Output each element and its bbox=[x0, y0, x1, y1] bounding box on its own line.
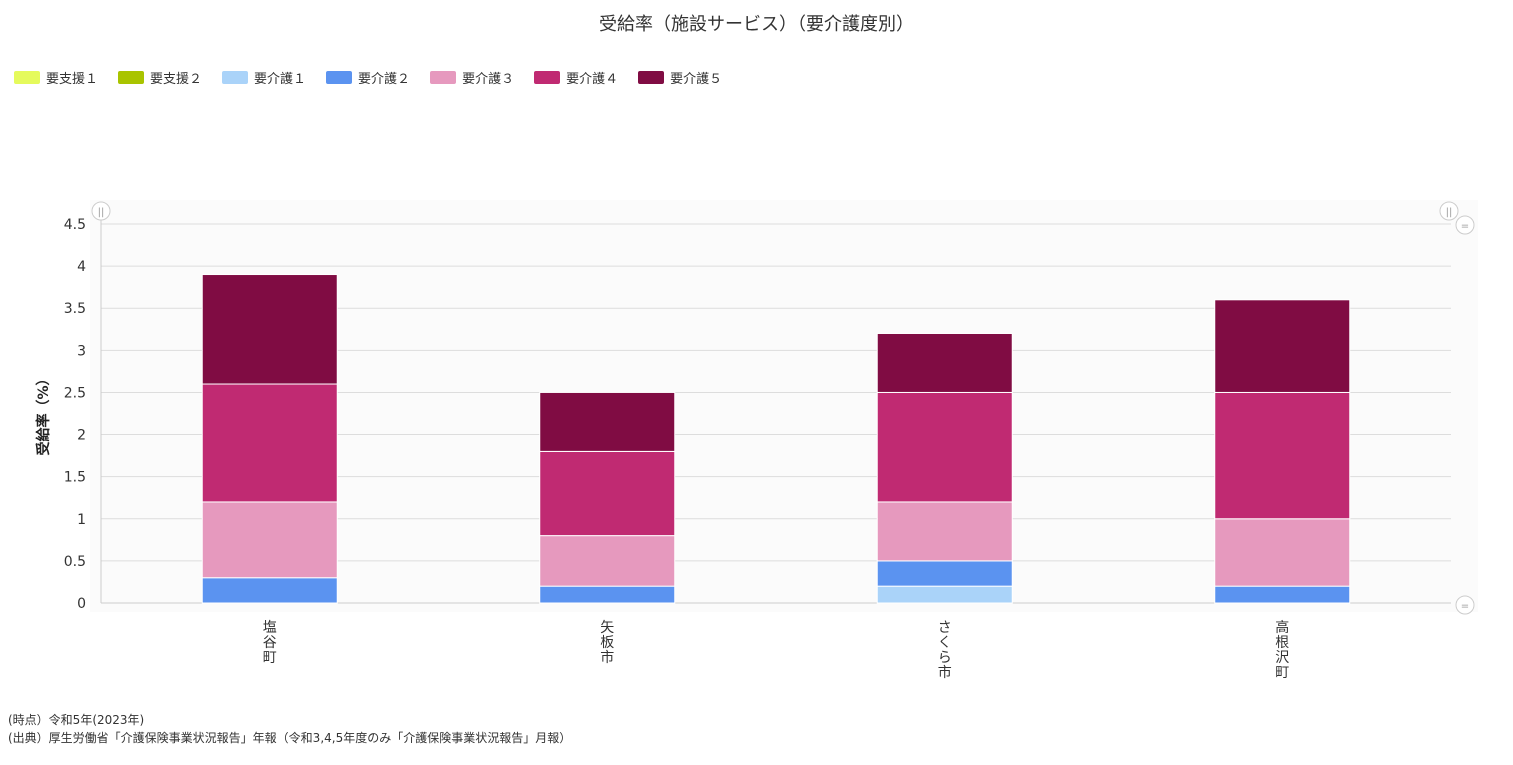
legend-swatch bbox=[14, 71, 40, 84]
bar-segment bbox=[876, 501, 1013, 562]
scrollbar-right-handle[interactable]: || bbox=[1439, 201, 1459, 221]
bar-segment bbox=[876, 332, 1013, 393]
legend-item[interactable]: 要介護４ bbox=[534, 68, 618, 87]
legend-item[interactable]: 要介護５ bbox=[638, 68, 722, 87]
y-tick-label: 4.5 bbox=[64, 217, 86, 233]
legend-swatch bbox=[534, 71, 561, 84]
bar-segment bbox=[1214, 585, 1351, 604]
scrollbar-bottom-handle[interactable]: = bbox=[1455, 595, 1475, 615]
scrollbar-top-handle[interactable]: = bbox=[1455, 215, 1475, 235]
bar-segment bbox=[201, 501, 338, 579]
y-tick-label: 1.5 bbox=[64, 470, 86, 486]
bar-segment bbox=[1214, 391, 1351, 520]
legend-item[interactable]: 要支援１ bbox=[14, 68, 98, 87]
y-axis-label: 受給率（%） bbox=[35, 371, 52, 455]
svg-text:=: = bbox=[1461, 601, 1469, 612]
bar-segment bbox=[539, 450, 676, 537]
bar-segment bbox=[876, 391, 1013, 503]
bar-segment bbox=[201, 274, 338, 385]
x-tick-label: 矢板市 bbox=[600, 620, 614, 666]
footer-date: (時点）令和5年(2023年) bbox=[8, 713, 145, 727]
legend-label: 要介護５ bbox=[670, 72, 723, 87]
legend-swatch bbox=[430, 71, 457, 84]
bar-segment bbox=[876, 560, 1013, 587]
y-tick-label: 2 bbox=[77, 428, 86, 444]
y-tick-label: 3 bbox=[77, 343, 86, 359]
y-tick-label: 0.5 bbox=[64, 554, 86, 570]
bar-segment bbox=[1214, 518, 1351, 587]
legend-swatch bbox=[118, 71, 145, 84]
x-tick-label: 塩谷町 bbox=[263, 620, 277, 666]
svg-text:=: = bbox=[1461, 221, 1469, 232]
legend-item[interactable]: 要介護１ bbox=[222, 68, 306, 87]
legend-label: 要介護３ bbox=[462, 72, 515, 87]
bar-segment bbox=[539, 391, 676, 452]
y-tick-label: 4 bbox=[77, 259, 86, 275]
footer-source: (出典）厚生労働省「介護保険事業状況報告」年報（令和3,4,5年度のみ「介護保険… bbox=[8, 731, 572, 745]
legend-item[interactable]: 要支援２ bbox=[118, 68, 202, 87]
y-tick-label: 2.5 bbox=[64, 385, 86, 401]
bar-segment bbox=[539, 585, 676, 604]
legend-swatch bbox=[222, 71, 249, 84]
footer: (時点）令和5年(2023年) (出典）厚生労働省「介護保険事業状況報告」年報（… bbox=[8, 711, 571, 747]
legend-label: 要介護２ bbox=[358, 72, 411, 87]
svg-text:||: || bbox=[1446, 207, 1453, 218]
chart-plot: 0 0.5 1 1.5 2 2.5 3 3.5 4 4.5 受給率（%） 塩谷町 矢板市 さくら市 高根沢町… bbox=[35, 201, 1475, 681]
legend-swatch bbox=[638, 71, 665, 84]
legend-label: 要介護４ bbox=[566, 72, 619, 87]
legend-item[interactable]: 要介護２ bbox=[326, 68, 410, 87]
legend-item[interactable]: 要介護３ bbox=[430, 68, 514, 87]
svg-text:||: || bbox=[98, 207, 105, 218]
legend: 要支援１ 要支援２ 要介護１ 要介護２ 要介護３ 要介護４ 要介護５ bbox=[14, 68, 722, 87]
y-tick-label: 0 bbox=[77, 596, 86, 612]
scrollbar-left-handle[interactable]: || bbox=[91, 201, 111, 221]
legend-label: 要支援１ bbox=[46, 72, 99, 87]
bar-segment bbox=[201, 383, 338, 503]
y-tick-label: 1 bbox=[77, 512, 86, 528]
bar-segment bbox=[539, 535, 676, 587]
legend-label: 要介護１ bbox=[254, 72, 307, 87]
legend-swatch bbox=[326, 71, 353, 84]
bar-segment bbox=[201, 577, 338, 604]
bar-segment bbox=[876, 585, 1013, 604]
x-tick-label: さくら市 bbox=[938, 620, 952, 681]
x-tick-label: 高根沢町 bbox=[1275, 619, 1289, 681]
bar-segment bbox=[1214, 299, 1351, 393]
legend-label: 要支援２ bbox=[150, 72, 203, 87]
y-tick-label: 3.5 bbox=[64, 301, 86, 317]
chart-title: 受給率（施設サービス）（要介護度別） bbox=[599, 14, 914, 35]
